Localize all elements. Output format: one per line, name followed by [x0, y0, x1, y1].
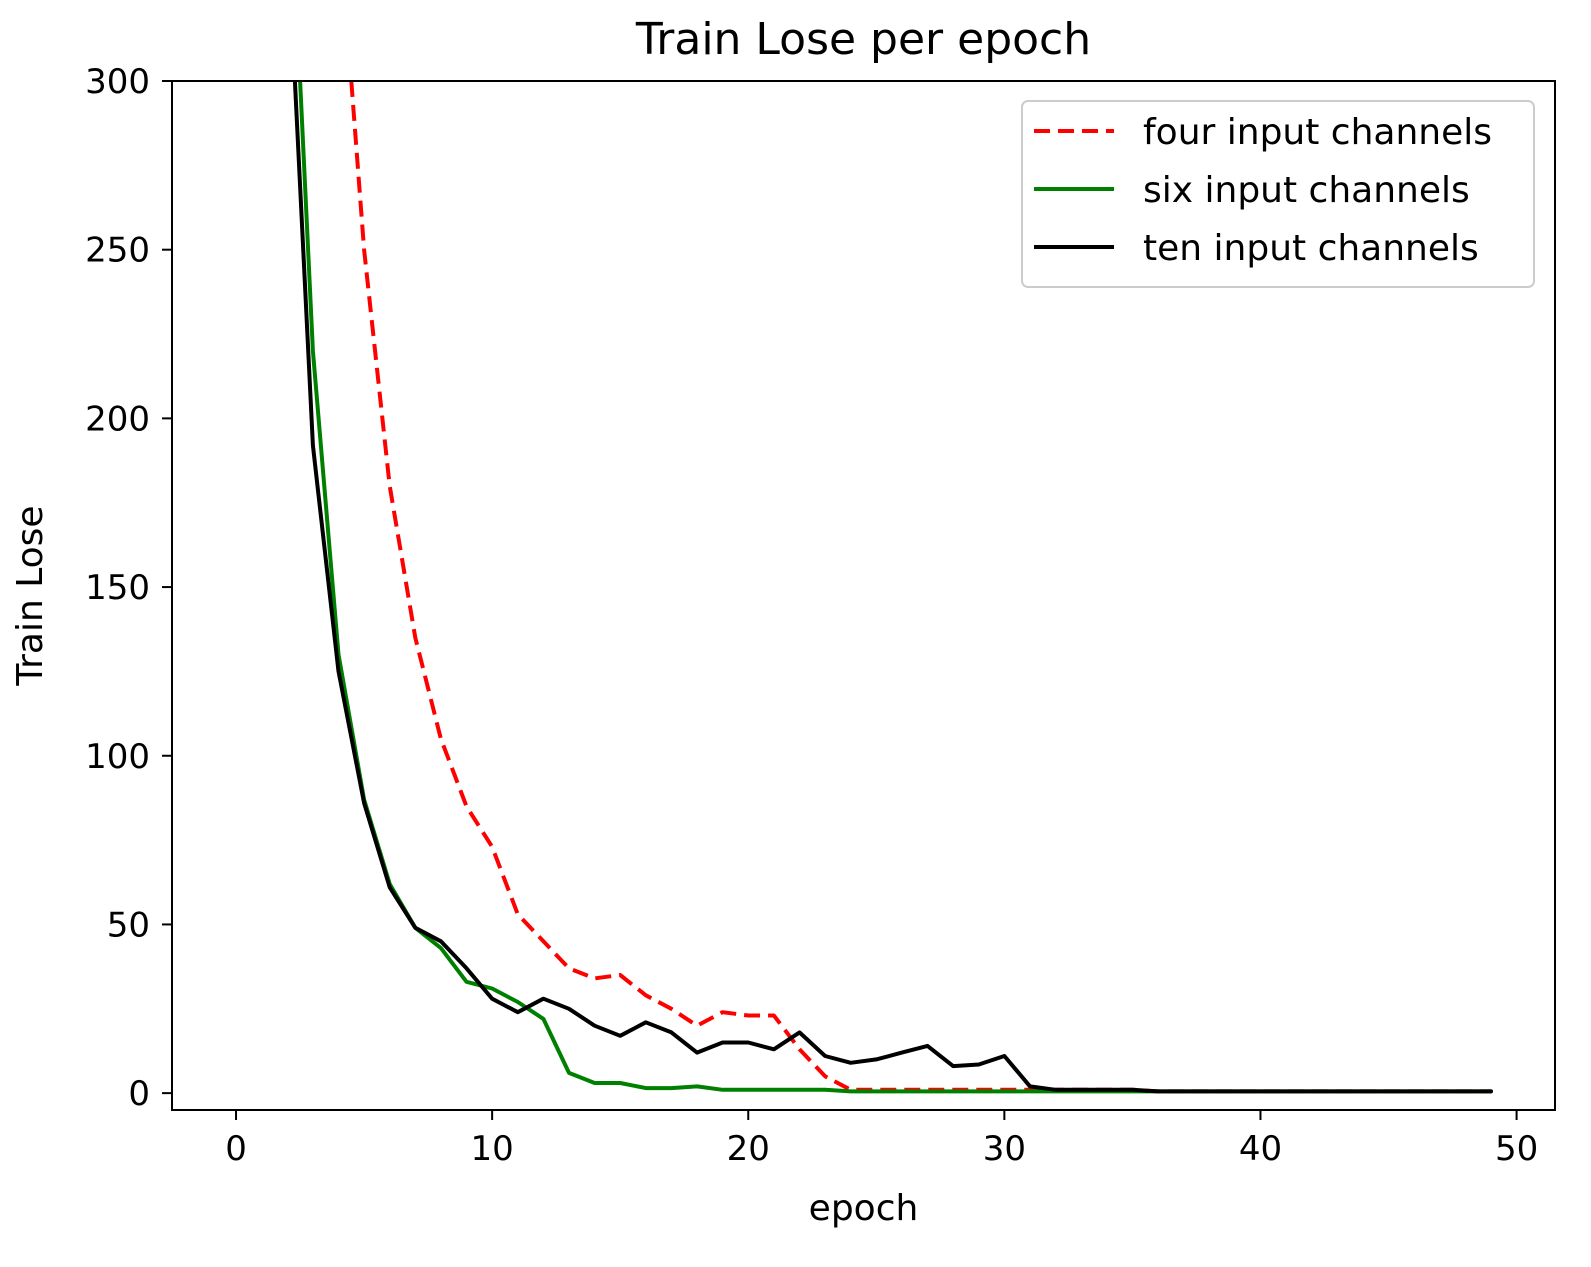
x-axis-label: epoch: [809, 1188, 919, 1229]
x-tick-label: 50: [1495, 1129, 1538, 1169]
x-axis-ticks: 0 10 20 30 40 50: [225, 1110, 1538, 1169]
legend-box: [1021, 100, 1535, 288]
legend-label-four: four input channels: [1143, 112, 1492, 153]
legend-label-ten: ten input channels: [1143, 228, 1479, 269]
series-line-ten: [292, 81, 1493, 1094]
series-layer: [292, 81, 1493, 1094]
legend: four input channels six input channels ten…: [1021, 100, 1535, 288]
y-tick-label: 250: [85, 231, 150, 271]
y-tick-label: 50: [107, 905, 150, 945]
plot-frame: [171, 80, 1556, 1111]
x-tick-label: 30: [983, 1129, 1026, 1169]
x-tick-label: 0: [225, 1129, 247, 1169]
y-tick-label: 150: [85, 568, 150, 608]
y-tick-label: 0: [128, 1074, 150, 1114]
x-tick-label: 20: [727, 1129, 770, 1169]
chart-title: Train Lose per epoch: [635, 14, 1091, 65]
y-axis-label: Train Lose: [10, 505, 51, 686]
y-tick-label: 200: [85, 399, 150, 439]
y-axis-ticks: 0 50 100 150 200 250 300: [85, 62, 172, 1114]
legend-label-six: six input channels: [1143, 170, 1470, 211]
y-tick-label: 100: [85, 737, 150, 777]
x-tick-label: 40: [1239, 1129, 1282, 1169]
y-tick-label: 300: [85, 62, 150, 102]
x-tick-label: 10: [471, 1129, 514, 1169]
